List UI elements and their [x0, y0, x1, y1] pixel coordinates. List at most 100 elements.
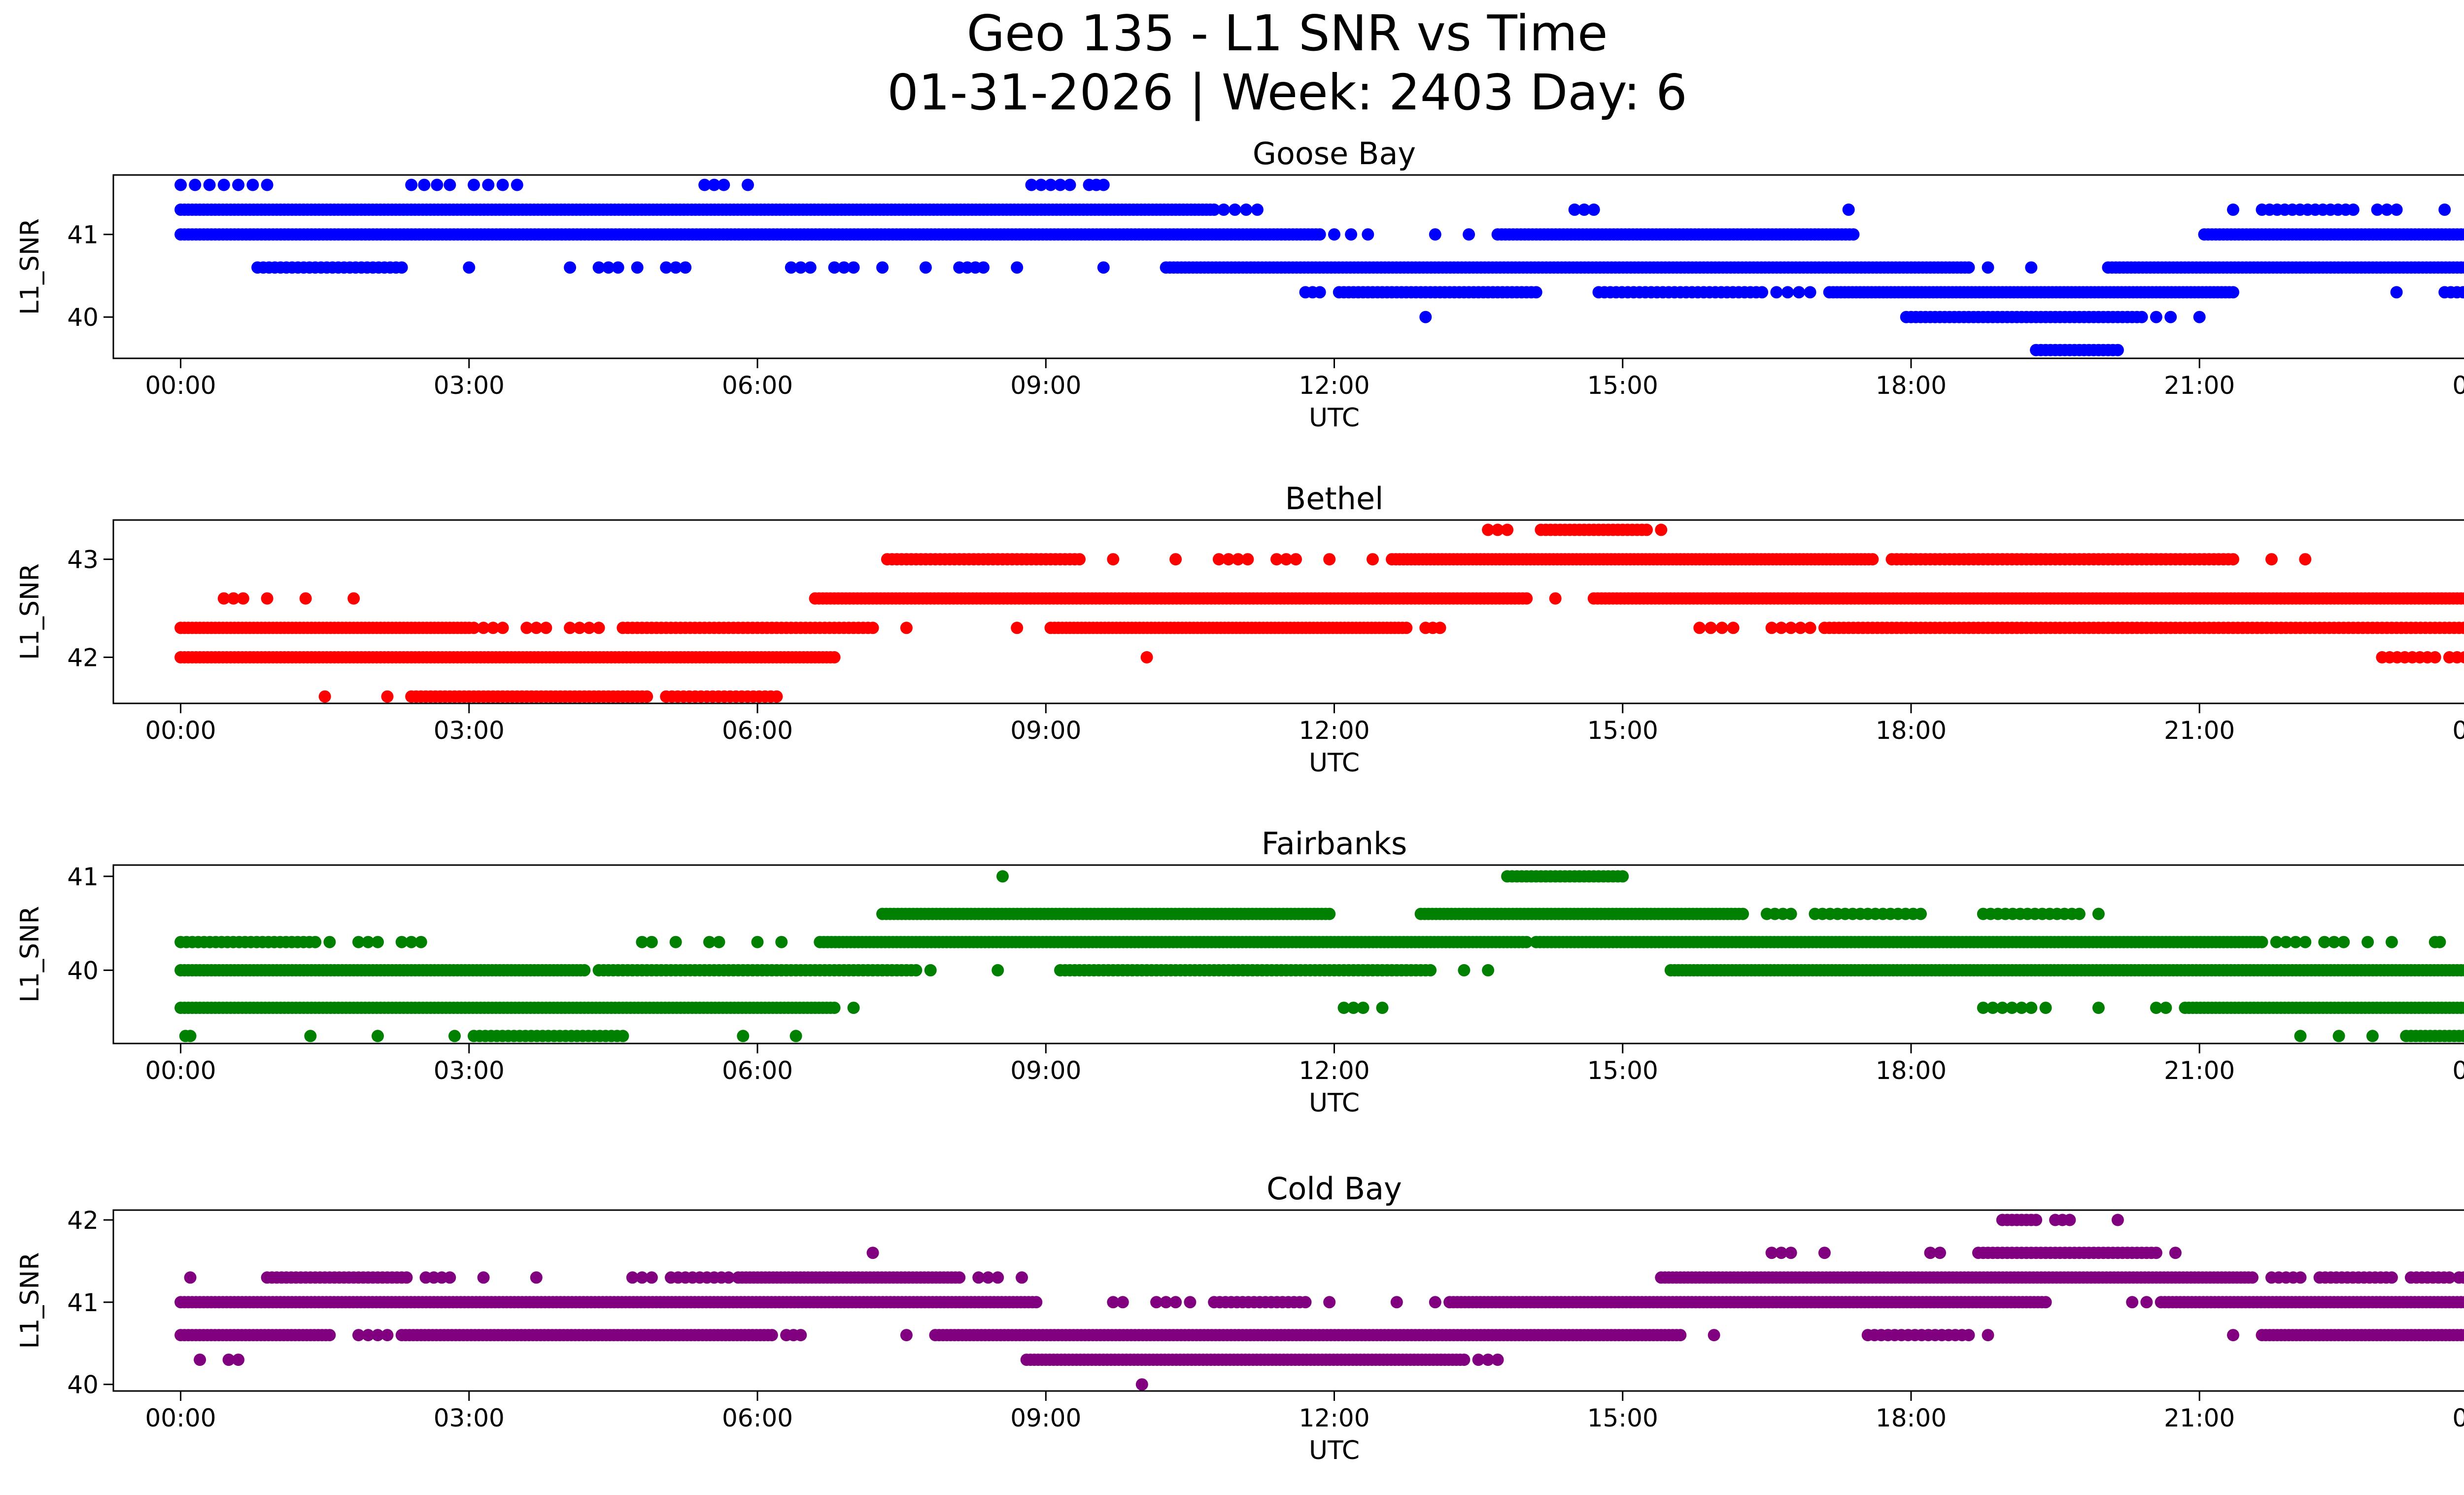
data-point	[2299, 553, 2312, 566]
x-tick-label: 18:00	[1876, 371, 1947, 400]
data-point	[414, 936, 427, 948]
data-point	[323, 936, 336, 948]
data-points	[174, 870, 2464, 1043]
data-point	[645, 936, 658, 948]
data-point	[775, 936, 788, 948]
x-tick-label: 21:00	[2164, 1056, 2235, 1085]
data-point	[1616, 870, 1629, 883]
data-point	[992, 964, 1004, 976]
data-point	[318, 690, 331, 703]
data-point	[2294, 1030, 2307, 1043]
data-point	[2429, 651, 2441, 663]
y-tick-label: 40	[67, 956, 99, 985]
data-point	[246, 178, 259, 191]
data-point	[1357, 1002, 1369, 1014]
data-point	[2193, 311, 2206, 323]
data-point	[2347, 203, 2360, 216]
x-axis-label: UTC	[1309, 1088, 1360, 1118]
x-tick-label: 21:00	[2164, 371, 2235, 400]
x-tick-label: 18:00	[1876, 1056, 1947, 1085]
data-point	[1169, 553, 1182, 566]
data-point	[1217, 203, 1230, 216]
data-point	[1924, 1247, 1937, 1259]
data-point	[2459, 1002, 2464, 1014]
data-point	[2457, 286, 2464, 299]
data-point	[2371, 203, 2384, 216]
data-point	[477, 622, 490, 634]
data-point	[660, 261, 673, 274]
x-tick-label: 06:00	[722, 1056, 793, 1085]
data-point	[2270, 936, 2283, 948]
data-point	[2039, 1002, 2052, 1014]
data-point	[1482, 523, 1495, 536]
data-point	[1063, 178, 1076, 191]
data-point	[953, 1271, 966, 1284]
data-point	[1549, 592, 1562, 605]
data-point	[789, 1030, 802, 1043]
data-point	[583, 622, 596, 634]
data-point	[910, 964, 923, 976]
data-point	[592, 261, 605, 274]
data-point	[2159, 1002, 2172, 1014]
figure-title-line1: Geo 135 - L1 SNR vs Time	[967, 4, 1608, 62]
data-point	[1208, 203, 1221, 216]
y-axis-label: L1_SNR	[15, 218, 45, 315]
data-point	[418, 178, 431, 191]
data-point	[1491, 523, 1504, 536]
data-point	[511, 178, 523, 191]
data-point	[217, 178, 230, 191]
data-point	[372, 1030, 384, 1043]
y-tick-label: 41	[67, 863, 99, 891]
data-point	[1150, 1296, 1163, 1309]
data-point	[718, 178, 730, 191]
data-point	[1434, 622, 1446, 634]
data-point	[1241, 553, 1254, 566]
data-point	[1578, 203, 1591, 216]
data-point	[463, 261, 476, 274]
data-point	[1982, 261, 1994, 274]
data-point	[2337, 936, 2350, 948]
data-point	[1842, 203, 1855, 216]
data-point	[1463, 228, 1475, 241]
data-point	[900, 622, 913, 634]
data-point	[2299, 936, 2312, 948]
data-point	[1313, 286, 1326, 299]
data-point	[2092, 907, 2105, 920]
data-point	[1054, 178, 1066, 191]
data-point	[237, 592, 249, 605]
data-point	[1765, 622, 1778, 634]
data-point	[1641, 523, 1653, 536]
data-point	[2169, 1247, 2182, 1259]
x-tick-label: 15:00	[1587, 371, 1658, 400]
data-point	[2463, 594, 2464, 603]
data-point	[1251, 203, 1264, 216]
data-point	[482, 178, 495, 191]
x-tick-label: 03:00	[434, 1056, 505, 1085]
data-point	[1328, 228, 1340, 241]
data-point	[1323, 553, 1336, 566]
data-point	[1212, 553, 1225, 566]
data-point	[540, 622, 552, 634]
data-point	[578, 964, 591, 976]
data-point	[2458, 622, 2464, 634]
data-point	[2092, 1002, 2105, 1014]
data-point	[1116, 1296, 1129, 1309]
data-point	[564, 261, 577, 274]
data-point	[847, 261, 860, 274]
data-point	[304, 1030, 317, 1043]
data-point	[530, 622, 543, 634]
data-point	[866, 1247, 879, 1259]
data-point	[1313, 228, 1326, 241]
data-point	[203, 178, 216, 191]
x-tick-label: 12:00	[1299, 1056, 1369, 1085]
data-point	[2227, 286, 2239, 299]
data-point	[2030, 1214, 2043, 1226]
data-point	[2459, 651, 2464, 663]
data-points	[174, 178, 2464, 356]
x-tick-label: 00:00	[2452, 1056, 2464, 1085]
data-point	[2463, 966, 2464, 974]
data-point	[828, 261, 841, 274]
data-point	[1107, 553, 1120, 566]
